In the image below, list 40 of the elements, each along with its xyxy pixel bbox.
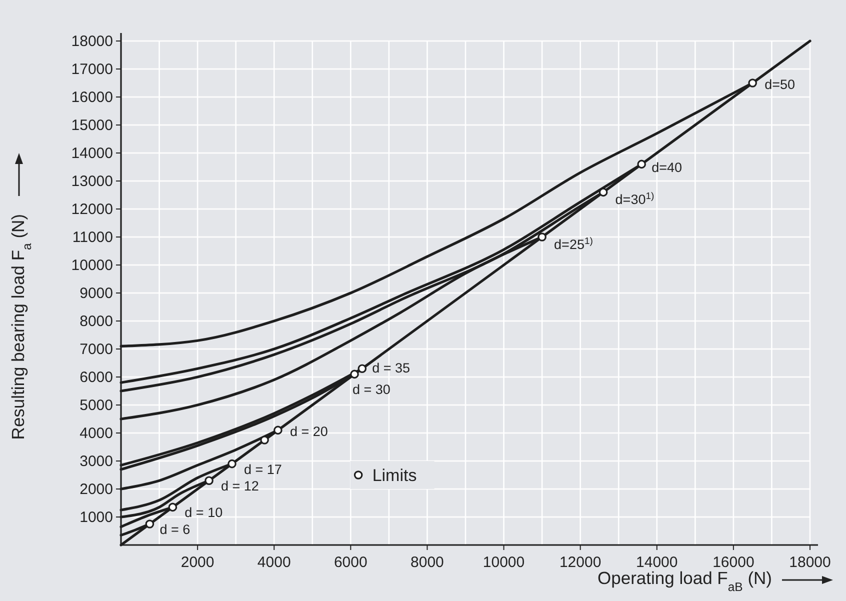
x-tick-label: 16000 [712,554,754,571]
annotation: d = 10 [184,505,223,520]
x-tick-label: 8000 [410,554,444,571]
y-tick-label: 4000 [80,425,113,442]
y-tick-label: 2000 [80,481,113,498]
annotation: d = 30 [352,382,390,398]
y-tick-label: 9000 [80,285,113,302]
x-tick-label: 18000 [789,554,831,571]
y-tick-label: 18000 [71,33,113,50]
x-tick-label: 4000 [257,554,291,571]
y-tick-label: 10000 [71,257,113,274]
y-tick-label: 5000 [80,397,113,414]
y-tick-label: 13000 [71,173,113,190]
y-tick-label: 17000 [71,61,113,78]
legend-label: Limits [372,466,417,485]
annotation: d = 20 [290,424,328,440]
y-tick-label: 3000 [80,453,113,470]
y-tick-label: 16000 [71,89,113,106]
x-tick-label: 2000 [180,554,214,571]
annotation: d = 6 [160,522,190,537]
annotation: d=25$^{1)}$ [554,236,593,252]
y-tick-label: 12000 [71,201,113,218]
y-tick-label: 15000 [71,117,113,134]
x-tick-label: 6000 [334,554,368,571]
annotation: d = 12 [221,478,259,494]
annotation: d=30$^{1)}$ [615,190,654,208]
annotation: d=50 [764,77,796,92]
x-tick-label: 10000 [482,554,525,571]
x-axis-title: Operating load F$_{aB}$ (N) [598,568,772,594]
annotation: d=40 [652,160,682,176]
annotation: d = 35 [372,360,410,376]
annotation: d = 17 [244,462,282,477]
x-tick-label: 14000 [636,554,678,571]
y-tick-label: 11000 [72,229,113,246]
y-tick-label: 6000 [80,369,113,386]
y-tick-label: 14000 [71,145,113,162]
y-tick-label: 8000 [80,313,113,330]
y-tick-label: 7000 [80,341,113,358]
x-tick-label: 12000 [559,554,602,571]
y-tick-label: 1000 [80,509,113,526]
